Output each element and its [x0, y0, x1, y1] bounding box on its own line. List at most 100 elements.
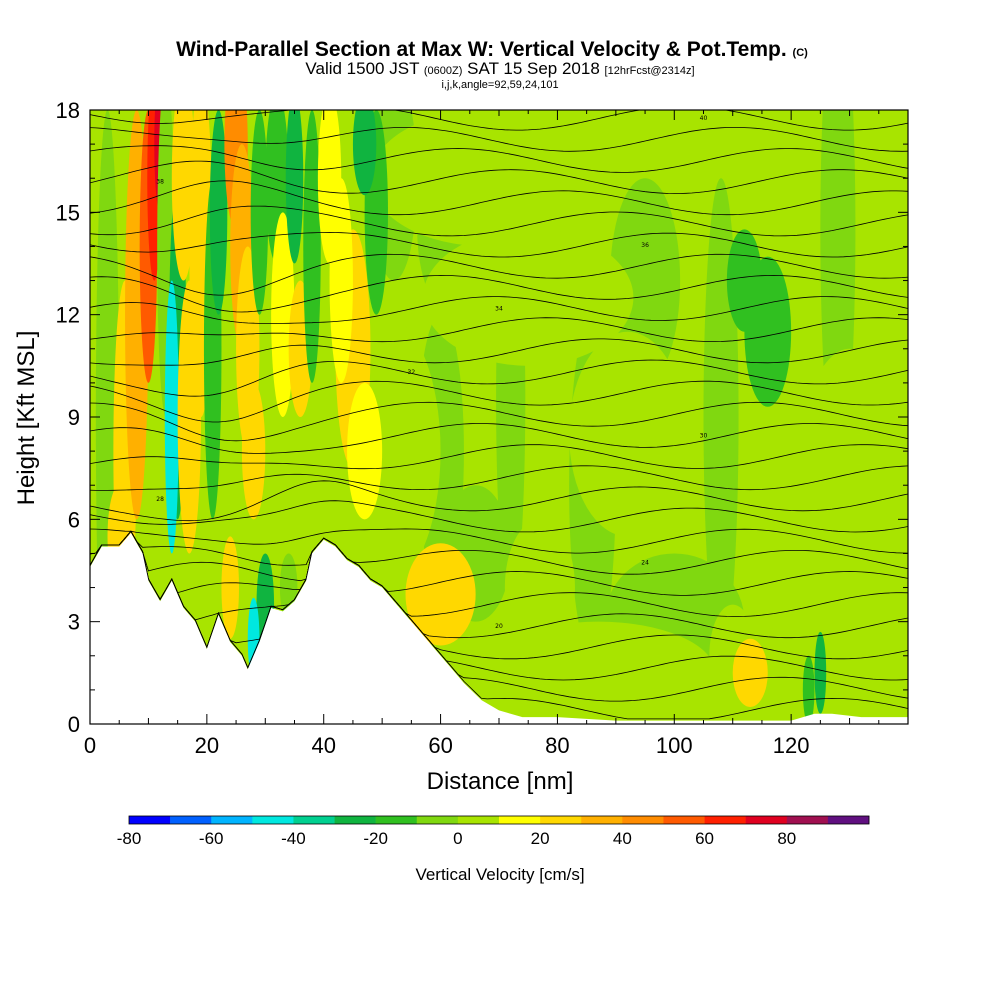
isentrope-line [90, 180, 908, 216]
colorbar [128, 815, 870, 825]
isentrope-line [90, 110, 908, 131]
isentrope-line [90, 444, 908, 470]
colorbar-tick-labels: -80 -60 -40 -20 0 20 40 60 80 [117, 829, 797, 848]
velocity-cell [347, 382, 383, 520]
isentrope-line [90, 530, 908, 660]
velocity-cell [802, 655, 815, 724]
isentrope-line [90, 530, 908, 596]
velocity-cell [285, 110, 304, 264]
velocity-cell [164, 280, 179, 554]
velocity-cell [329, 178, 353, 383]
colorbar-frame [128, 815, 870, 825]
isentrope-label: 34 [495, 306, 503, 313]
velocity-cell [423, 229, 634, 366]
velocity-cell [221, 536, 239, 639]
velocity-cell [732, 638, 768, 707]
x-axis-title: Distance [nm] [427, 768, 574, 795]
y-tick-label: 0 [68, 712, 80, 737]
colorbar-tick-label: 80 [777, 829, 796, 848]
velocity-cell [370, 110, 605, 247]
isentrope-line [90, 423, 908, 454]
y-tick-label: 3 [68, 610, 80, 635]
isentrope-label: 24 [641, 559, 649, 566]
colorbar-segment [663, 816, 705, 824]
y-tick-label: 18 [56, 98, 80, 123]
velocity-cell [241, 382, 266, 520]
isentrope-label: 36 [641, 242, 649, 249]
isentrope-line [90, 359, 908, 397]
colorbar-segment [170, 816, 212, 824]
chart-title-mark: (C) [793, 47, 809, 59]
isentrope-line [90, 145, 908, 173]
isentrope-line [90, 528, 908, 554]
isentrope-line [90, 274, 908, 313]
colorbar-segment [416, 816, 459, 824]
y-tick-label: 6 [68, 507, 80, 532]
velocity-field: 16202428303234363840 [90, 110, 908, 724]
colorbar-segment [334, 816, 376, 824]
y-axis-tick-labels: 0 3 6 9 12 15 18 [56, 98, 80, 737]
velocity-cell [250, 110, 269, 315]
isentrope-label: 20 [495, 623, 503, 630]
isentrope-line [90, 530, 908, 617]
velocity-cell [756, 502, 827, 639]
y-tick-label: 15 [56, 200, 80, 225]
velocity-cell [171, 110, 196, 281]
isentrope-label: 30 [700, 432, 708, 439]
velocity-cell [610, 178, 681, 383]
isentrope-line [90, 160, 908, 195]
isentrope-line [90, 500, 908, 533]
colorbar-tick-label: -80 [117, 829, 142, 848]
colorbar-segment [540, 816, 582, 824]
x-tick-label: 120 [773, 733, 810, 758]
x-tick-label: 60 [428, 733, 452, 758]
colorbar-segment [499, 816, 541, 824]
velocity-cell [843, 587, 879, 724]
colorbar-tick-label: 40 [613, 829, 632, 848]
isentrope-label: 32 [408, 369, 416, 376]
chart-indices: i,j,k,angle=92,59,24,101 [441, 79, 558, 91]
velocity-cell [569, 331, 686, 537]
isentrope-label: 40 [700, 115, 708, 122]
x-tick-label: 20 [195, 733, 219, 758]
x-tick-label: 100 [656, 733, 693, 758]
colorbar-segment [622, 816, 664, 824]
y-tick-label: 12 [56, 303, 80, 328]
velocity-cell [352, 110, 377, 196]
velocity-cell [504, 519, 575, 656]
isentrope-line [90, 401, 908, 442]
colorbar-segment [375, 816, 418, 824]
colorbar-segment [704, 816, 746, 824]
isentrope-label: 38 [156, 179, 164, 186]
colorbar-tick-label: 20 [531, 829, 550, 848]
colorbar-tick-label: -40 [281, 829, 306, 848]
terrain-mask [90, 532, 908, 724]
colorbar-segment [581, 816, 623, 824]
isentrope-line [90, 380, 908, 423]
x-tick-label: 40 [311, 733, 335, 758]
chart-title: Wind-Parallel Section at Max W: Vertical… [176, 38, 808, 61]
x-axis-tick-labels: 0 20 40 60 80 100 120 [84, 733, 810, 758]
colorbar-tick-label: -60 [199, 829, 224, 848]
velocity-cell [802, 348, 897, 554]
colorbar-segment [745, 816, 788, 824]
isentrope-line [90, 205, 908, 237]
x-tick-label: 80 [545, 733, 569, 758]
colorbar-tick-label: 60 [695, 829, 714, 848]
colorbar-segment [786, 816, 829, 824]
isentrope-line [90, 530, 908, 639]
colorbar-segment [211, 816, 253, 824]
x-tick-label: 0 [84, 733, 96, 758]
y-axis-title: Height [Kft MSL] [13, 331, 40, 506]
isentrope-line [90, 231, 908, 258]
isentrope-line [90, 480, 908, 522]
y-tick-label: 9 [68, 405, 80, 430]
axis-ticks [89, 109, 909, 725]
isentrope-line [90, 296, 908, 324]
isentrope-line [90, 530, 908, 575]
colorbar-segment [129, 816, 171, 824]
velocity-cell [726, 229, 762, 332]
colorbar-segment [293, 816, 335, 824]
colorbar-segment [457, 816, 500, 824]
isentrope-line [90, 338, 908, 366]
